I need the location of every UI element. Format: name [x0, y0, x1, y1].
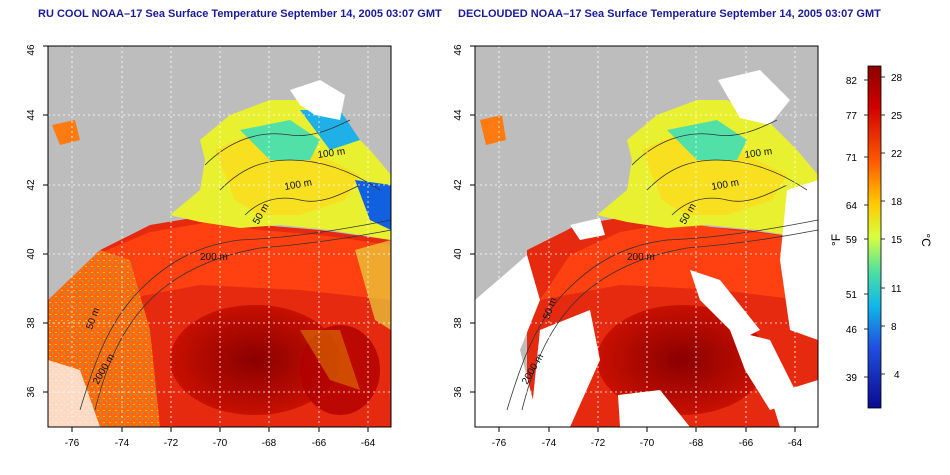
east-cloud-streak: [355, 240, 391, 330]
cloud-mask: [475, 255, 540, 427]
scotian-shelf-cold: [355, 180, 391, 230]
y-tick-label: 44: [26, 109, 37, 121]
x-tick-label: -70: [213, 438, 228, 449]
cloud-mask: [718, 70, 790, 125]
contour-label: 100 m: [744, 146, 773, 161]
bathymetry-contour: [671, 184, 788, 216]
panel-right-title: DECLOUDED NOAA–17 Sea Surface Temperatur…: [458, 8, 881, 20]
colorbar-gradient: [867, 65, 882, 409]
y-tick-label: 44: [453, 109, 464, 121]
cloud-patch: [290, 80, 345, 120]
x-tick-label: -66: [739, 438, 754, 449]
celsius-tick: 28: [891, 73, 903, 84]
celsius-tick: 18: [891, 197, 903, 208]
x-tick-label: -68: [262, 438, 277, 449]
x-tick-label: -74: [115, 438, 130, 449]
y-tick-label: 42: [453, 179, 464, 191]
bathymetry-contour: [204, 119, 351, 166]
celsius-tick: 4: [894, 370, 900, 381]
temperature-colorbar: 82 77 71 64 59 51 46 39 28 25 22 18 15 1…: [829, 65, 933, 409]
slope-sea: [540, 222, 800, 300]
fahrenheit-axis-label: °F: [829, 234, 843, 246]
celsius-axis-label: °C: [919, 233, 933, 247]
x-tick-label: -64: [788, 438, 803, 449]
cool-patch-blue: [300, 110, 360, 150]
bathymetry-contour: [244, 184, 361, 216]
bathymetry-contour: [631, 119, 778, 166]
contour-label: 100 m: [711, 177, 740, 193]
map-graticule: [48, 46, 391, 427]
y-tick-label: 38: [453, 317, 464, 329]
north-american-landmass: [475, 46, 818, 300]
fahrenheit-tick: 82: [846, 76, 858, 87]
north-american-landmass: [48, 46, 391, 300]
x-tick-label: -72: [591, 438, 606, 449]
y-tick-label: 38: [26, 317, 37, 329]
gulf-stream-warm-core: [597, 305, 767, 415]
warm-eddy: [300, 325, 380, 415]
panel-left-title: RU COOL NOAA–17 Sea Surface Temperature …: [38, 8, 442, 20]
y-tick-label: 46: [26, 44, 37, 56]
bathymetry-contour: [506, 219, 818, 411]
fahrenheit-tick: 39: [846, 373, 858, 384]
y-tick-label: 40: [453, 248, 464, 260]
y-tick-label: 42: [26, 179, 37, 191]
celsius-tick: 8: [891, 322, 897, 333]
fahrenheit-tick: 46: [846, 325, 858, 336]
bathymetry-contour: [521, 229, 818, 411]
gulf-stream-warm-core: [170, 305, 340, 415]
cool-patch-cyan: [240, 120, 320, 160]
cloud-mask: [780, 180, 818, 340]
x-tick-label: -76: [65, 438, 80, 449]
georges-bank-water: [642, 130, 787, 215]
cloud-mask: [730, 330, 800, 410]
x-tick-label: -64: [361, 438, 376, 449]
isolated-pixel-patch: [52, 120, 80, 145]
x-tick-label: -68: [689, 438, 704, 449]
contour-label: 100 m: [317, 146, 346, 161]
georges-bank-water: [215, 130, 360, 215]
bathymetry-contour: [79, 219, 391, 411]
x-tick-label: -66: [312, 438, 327, 449]
colorbar-ticks: [864, 76, 885, 378]
x-tick-label: -76: [492, 438, 507, 449]
y-tick-label: 46: [453, 44, 464, 56]
celsius-tick: 15: [891, 235, 903, 246]
cloud-mask: [570, 218, 605, 240]
axis-ticks: [43, 45, 369, 432]
x-tick-label: -72: [164, 438, 179, 449]
contour-label: 200 m: [627, 252, 655, 263]
fahrenheit-tick: 71: [846, 153, 858, 164]
x-tick-label: -70: [640, 438, 655, 449]
celsius-tick: 25: [891, 111, 903, 122]
map-panel-left: 100 m 100 m 50 m 200 m 50 m 2000 m -76 -…: [26, 44, 392, 449]
fahrenheit-tick: 77: [846, 111, 858, 122]
cloud-mask: [530, 310, 600, 427]
map-panel-right: 100 m 100 m 50 m 200 m 50 m 2000 m -76 -…: [453, 44, 819, 449]
cool-patch-cyan: [667, 120, 747, 160]
celsius-tick: 11: [891, 284, 902, 295]
bathymetry-contour: [219, 159, 381, 191]
fahrenheit-tick: 64: [846, 201, 858, 212]
contour-label: 100 m: [284, 177, 313, 193]
y-tick-label: 40: [26, 248, 37, 260]
y-tick-label: 36: [453, 386, 464, 398]
bathymetry-contour: [646, 159, 808, 191]
isolated-pixel-patch: [480, 115, 506, 145]
x-tick-label: -74: [542, 438, 557, 449]
cloud-mask: [690, 270, 760, 340]
contour-label: 200 m: [200, 252, 228, 263]
frontal-streak: [300, 330, 360, 390]
axis-ticks: [470, 45, 796, 432]
fahrenheit-tick: 51: [846, 290, 858, 301]
fahrenheit-tick: 59: [846, 235, 858, 246]
celsius-tick: 22: [891, 149, 903, 160]
y-tick-label: 36: [26, 386, 37, 398]
cloud-mask: [618, 390, 690, 427]
bathymetry-contour: [94, 229, 391, 411]
map-graticule: [475, 46, 818, 427]
slope-sea: [60, 222, 391, 330]
coastal-cloud: [48, 360, 100, 427]
